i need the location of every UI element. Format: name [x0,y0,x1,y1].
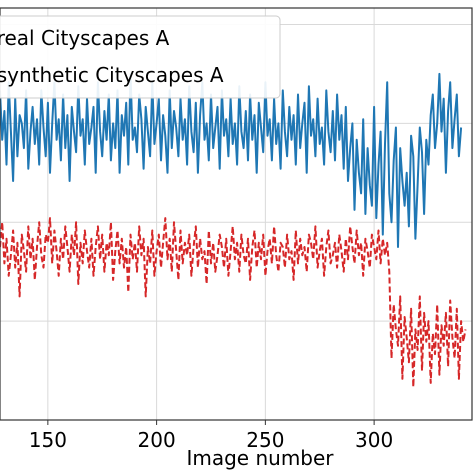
x-tick-label: 300 [355,428,393,452]
series-line-synthetic [0,217,467,388]
legend-label-synthetic: ... on synthetic Cityscapes A [0,63,224,87]
x-tick-label: 150 [29,428,67,452]
x-ticks: 150 200 250 300 [29,420,393,452]
legend: ... on real Cityscapes A ... on syntheti… [0,15,281,99]
series-layer [0,72,467,388]
x-axis-label: Image number [186,446,334,470]
plot-frame [0,7,473,421]
x-tick-label: 200 [138,428,176,452]
series-line-real [0,72,463,248]
x-tick-label: 250 [246,428,284,452]
legend-box [0,15,281,99]
legend-label-real: ... on real Cityscapes A [0,26,170,50]
axes [0,7,473,421]
